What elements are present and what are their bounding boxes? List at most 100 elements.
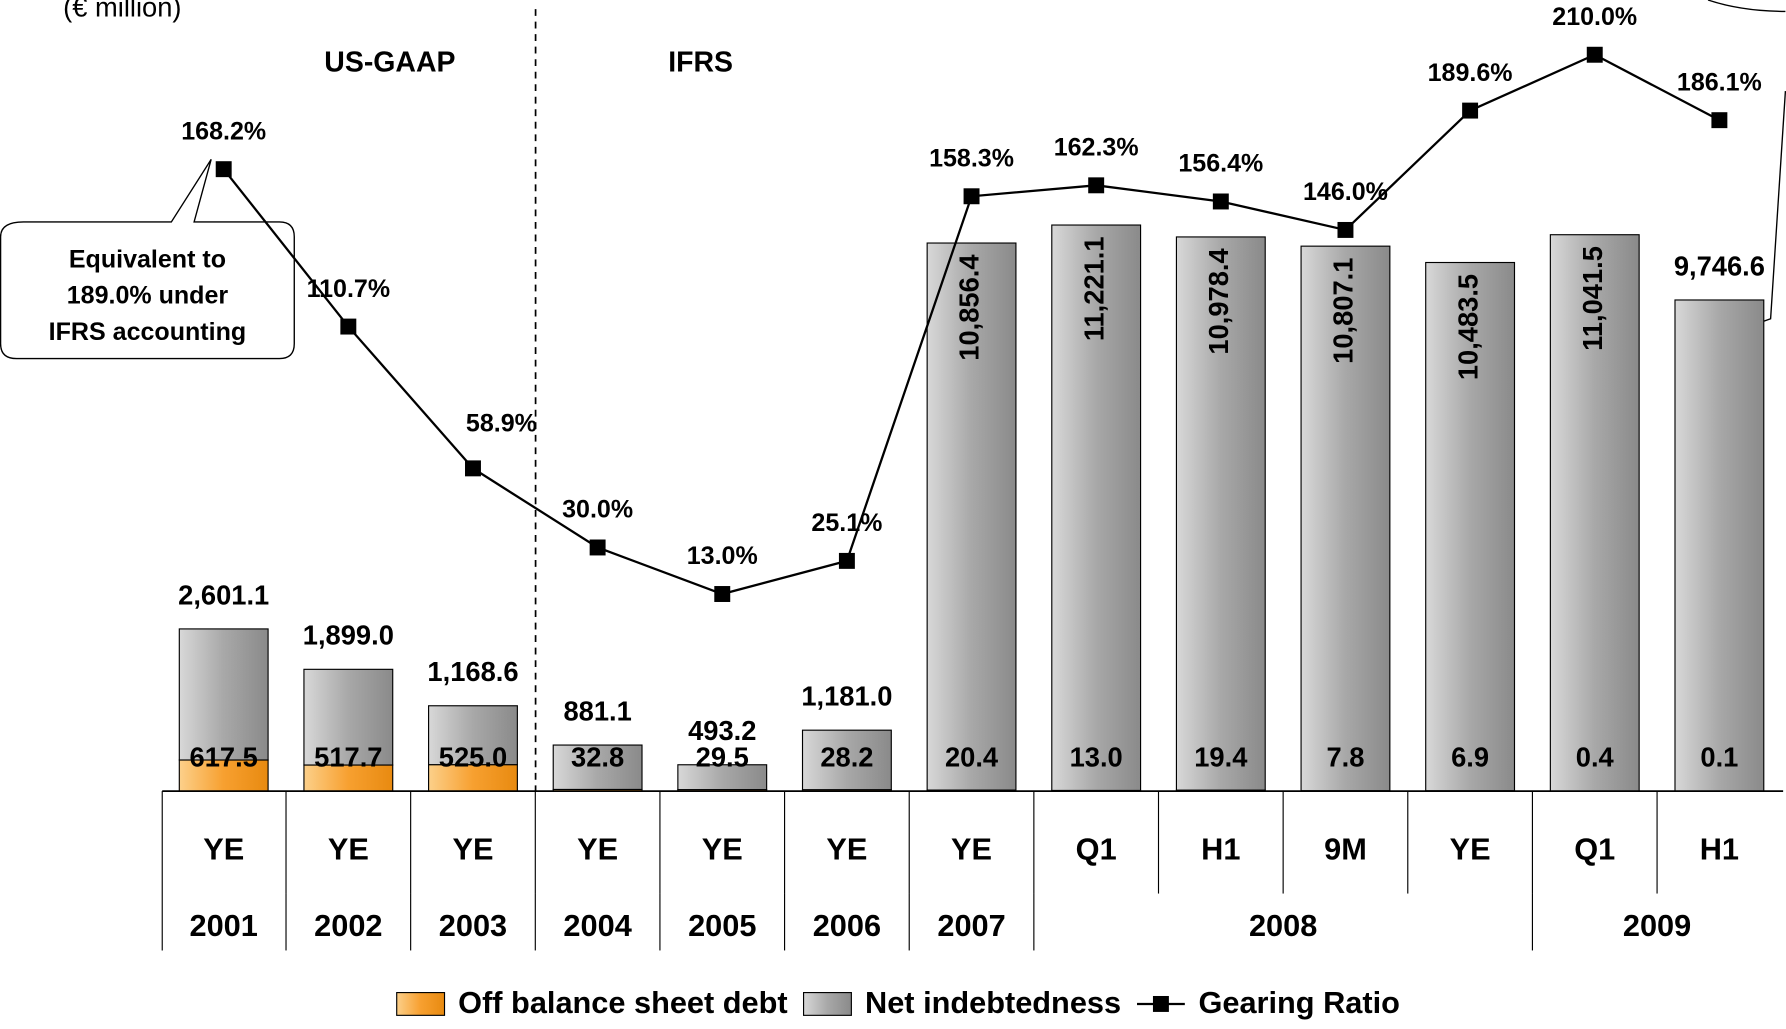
legend-label: Net indebtedness xyxy=(865,985,1121,1020)
year-label: 2007 xyxy=(937,908,1005,943)
net-debt-label: 9,746.6 xyxy=(1674,250,1765,281)
net-debt-label: 2,601.1 xyxy=(178,579,269,610)
off-balance-label: 20.4 xyxy=(945,741,999,772)
net-debt-bar xyxy=(926,242,1017,791)
gearing-marker xyxy=(589,539,606,556)
year-label: 2006 xyxy=(813,908,881,943)
x-tick-label: YE xyxy=(203,832,244,867)
gearing-marker xyxy=(1088,177,1105,194)
year-label: 2009 xyxy=(1623,908,1691,943)
gearing-label: 158.3% xyxy=(929,144,1014,172)
net-debt-label: 11,221.1 xyxy=(1078,236,1109,341)
off-balance-label: 0.4 xyxy=(1576,741,1615,772)
x-tick-label: Q1 xyxy=(1574,832,1615,867)
gearing-marker xyxy=(1212,193,1229,210)
gearing-marker xyxy=(1711,112,1728,129)
year-label: 2004 xyxy=(563,908,631,943)
net-debt-label: 881.1 xyxy=(563,695,631,726)
off-balance-label: 617.5 xyxy=(190,741,258,772)
off-balance-label: 0.1 xyxy=(1700,741,1738,772)
net-debt-bar xyxy=(1300,245,1391,792)
off-balance-label: 28.2 xyxy=(820,741,873,772)
off-balance-label: 19.4 xyxy=(1194,741,1248,772)
gearing-label: 186.1% xyxy=(1677,68,1762,96)
callout-text: IFRS accounting xyxy=(49,318,246,346)
x-tick-label: 9M xyxy=(1324,832,1367,867)
gearing-label: 189.6% xyxy=(1428,59,1513,87)
gearing-marker xyxy=(1337,221,1354,238)
region-label: IFRS xyxy=(668,46,733,78)
gearing-label: 30.0% xyxy=(562,496,633,524)
legend-swatch xyxy=(802,992,852,1016)
gearing-label: 58.9% xyxy=(466,410,537,438)
unit-label: (€ million) xyxy=(63,0,181,22)
net-debt-bar xyxy=(428,705,518,766)
net-debt-bar xyxy=(801,729,892,791)
x-tick-label: YE xyxy=(826,832,867,867)
gearing-label: 146.0% xyxy=(1303,178,1388,206)
off-balance-label: 29.5 xyxy=(696,741,749,772)
net-debt-label: 10,483.5 xyxy=(1452,274,1483,380)
x-tick-label: YE xyxy=(951,832,992,867)
off-balance-label: 525.0 xyxy=(439,741,507,772)
year-label: 2008 xyxy=(1249,908,1317,943)
region-label: US-GAAP xyxy=(324,46,455,78)
legend-label: Gearing Ratio xyxy=(1198,985,1399,1020)
net-debt-label: 11,041.5 xyxy=(1577,246,1608,351)
year-label: 2002 xyxy=(314,908,382,943)
net-debt-label: 1,181.0 xyxy=(801,681,892,712)
x-tick-label: YE xyxy=(1450,832,1491,867)
year-label: 2005 xyxy=(688,908,756,943)
off-balance-label: 32.8 xyxy=(571,741,624,772)
year-label: 2001 xyxy=(190,908,258,943)
off-balance-bar xyxy=(178,759,269,792)
callout-box xyxy=(0,158,295,360)
net-debt-label: 1,899.0 xyxy=(303,620,394,651)
callout-text: Equivalent to xyxy=(69,245,226,273)
net-debt-bar xyxy=(1051,224,1142,792)
net-debt-bar xyxy=(1425,261,1516,792)
off-balance-label: 517.7 xyxy=(314,741,382,772)
gearing-marker xyxy=(963,188,980,205)
x-tick-label: YE xyxy=(577,832,618,867)
gearing-marker xyxy=(1586,46,1603,63)
gearing-label: 210.0% xyxy=(1552,3,1637,31)
net-debt-bar xyxy=(1674,299,1765,792)
net-debt-bar xyxy=(303,668,394,766)
gearing-label: 168.2% xyxy=(181,117,266,145)
x-tick-label: H1 xyxy=(1700,832,1739,867)
net-debt-label: 493.2 xyxy=(688,715,756,746)
year-label: 2003 xyxy=(439,908,507,943)
net-debt-bar xyxy=(1175,236,1266,791)
off-balance-label: 6.9 xyxy=(1451,741,1489,772)
x-tick-label: YE xyxy=(702,832,743,867)
legend-swatch xyxy=(1152,995,1169,1012)
net-debt-label: 10,856.4 xyxy=(954,254,985,361)
x-tick-label: Q1 xyxy=(1076,832,1117,867)
gearing-marker xyxy=(215,161,232,178)
legend-swatch xyxy=(396,992,446,1016)
x-tick-label: H1 xyxy=(1201,832,1240,867)
gearing-label: 13.0% xyxy=(687,542,758,570)
callout-text: 189.0% under xyxy=(67,282,229,310)
net-debt-label: 10,978.4 xyxy=(1203,248,1234,355)
net-debt-label: 1,168.6 xyxy=(427,656,518,687)
net-debt-bar xyxy=(677,764,768,791)
gearing-marker xyxy=(714,586,731,602)
net-debt-bar xyxy=(552,744,643,791)
gearing-marker xyxy=(340,318,357,335)
net-debt-label: 10,807.1 xyxy=(1328,258,1359,364)
gearing-label: 156.4% xyxy=(1178,150,1263,178)
off-balance-label: 13.0 xyxy=(1070,741,1123,772)
gearing-marker xyxy=(1462,102,1479,119)
gearing-marker xyxy=(838,552,855,569)
x-tick-label: YE xyxy=(328,832,369,867)
gearing-label: 25.1% xyxy=(811,509,882,537)
x-tick-label: YE xyxy=(452,832,493,867)
gearing-marker xyxy=(465,460,481,477)
gearing-label: 110.7% xyxy=(307,275,391,303)
legend-label: Off balance sheet debt xyxy=(458,985,787,1020)
gearing-label: 162.3% xyxy=(1054,134,1139,162)
